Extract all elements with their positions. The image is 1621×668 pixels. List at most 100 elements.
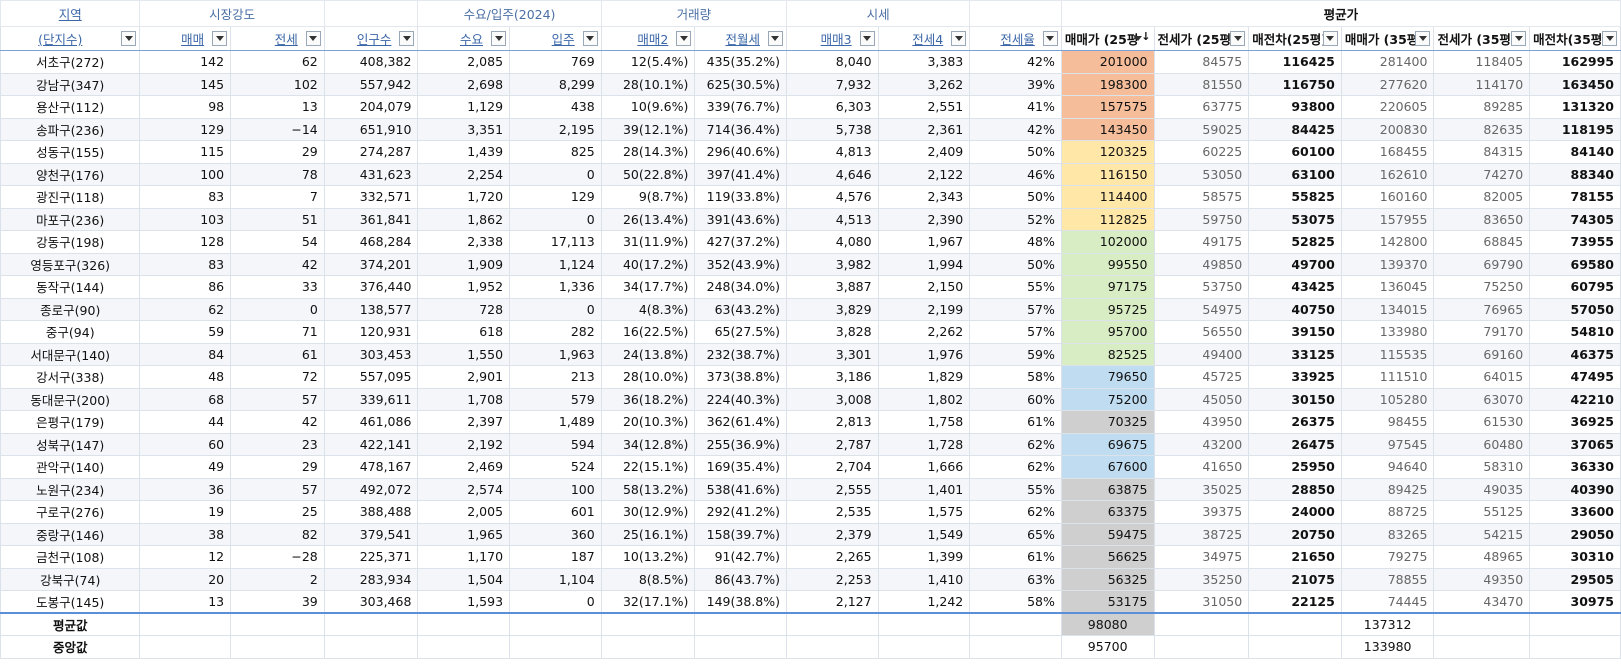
table-cell[interactable]: 2,469 — [417, 455, 511, 479]
table-cell[interactable]: 58310 — [1433, 455, 1531, 479]
column-header-3[interactable]: 인구수 — [323, 26, 419, 51]
table-cell[interactable]: 97175 — [1060, 275, 1155, 299]
table-cell[interactable]: 13 — [139, 590, 232, 614]
table-cell[interactable]: 114170 — [1433, 72, 1531, 96]
table-cell[interactable]: 78855 — [1340, 567, 1435, 591]
table-cell[interactable]: 187 — [509, 545, 602, 569]
table-cell[interactable]: 83265 — [1340, 522, 1435, 546]
table-cell[interactable]: 95700 — [1060, 320, 1155, 344]
district-name-cell[interactable]: 광진구(118) — [0, 185, 141, 209]
table-cell[interactable]: 21075 — [1248, 567, 1342, 591]
table-cell[interactable]: 2,265 — [785, 545, 879, 569]
table-cell[interactable]: 1,439 — [417, 140, 511, 164]
table-cell[interactable]: 30310 — [1529, 545, 1621, 569]
district-name-cell[interactable]: 중구(94) — [0, 320, 141, 344]
table-cell[interactable]: 89425 — [1340, 477, 1435, 501]
filter-dropdown-icon[interactable] — [121, 31, 137, 46]
district-name-cell[interactable]: 서대문구(140) — [0, 342, 141, 366]
table-cell[interactable]: 45050 — [1153, 387, 1250, 411]
table-cell[interactable]: 28850 — [1248, 477, 1342, 501]
district-name-cell[interactable]: 종로구(90) — [0, 297, 141, 321]
table-cell[interactable]: 391(43.6%) — [694, 207, 787, 231]
table-cell[interactable]: 33 — [230, 275, 325, 299]
table-cell[interactable]: 20(10.3%) — [600, 410, 696, 434]
table-cell[interactable]: 31(11.9%) — [600, 230, 696, 254]
table-cell[interactable]: 204,079 — [323, 95, 419, 119]
table-cell[interactable]: 6,303 — [785, 95, 879, 119]
table-cell[interactable]: 296(40.6%) — [694, 140, 787, 164]
table-cell[interactable]: 292(41.2%) — [694, 500, 787, 524]
table-cell[interactable]: 62% — [969, 455, 1062, 479]
table-cell[interactable]: 41650 — [1153, 455, 1250, 479]
table-cell[interactable]: 68845 — [1433, 230, 1531, 254]
table-cell[interactable]: 26375 — [1248, 410, 1342, 434]
table-cell[interactable]: 39375 — [1153, 500, 1250, 524]
table-cell[interactable]: 339,611 — [323, 387, 419, 411]
table-cell[interactable]: 75200 — [1060, 387, 1155, 411]
table-cell[interactable]: 29050 — [1529, 522, 1621, 546]
table-cell[interactable]: 2,551 — [877, 95, 971, 119]
table-cell[interactable]: 0 — [230, 297, 325, 321]
table-cell[interactable]: 37065 — [1529, 432, 1621, 456]
table-cell[interactable]: 129 — [509, 185, 602, 209]
district-name-cell[interactable]: 강북구(74) — [0, 567, 141, 591]
table-cell[interactable]: 1,862 — [417, 207, 511, 231]
table-cell[interactable]: 98455 — [1340, 410, 1435, 434]
table-cell[interactable]: 20 — [139, 567, 232, 591]
table-cell[interactable]: 2,195 — [509, 117, 602, 141]
district-name-cell[interactable]: 관악구(140) — [0, 455, 141, 479]
table-cell[interactable]: 39% — [969, 72, 1062, 96]
table-cell[interactable]: 49850 — [1153, 252, 1250, 276]
table-cell[interactable]: 32(17.1%) — [600, 590, 696, 614]
table-cell[interactable]: 3,186 — [785, 365, 879, 389]
table-cell[interactable]: 0 — [509, 162, 602, 186]
table-cell[interactable]: 38 — [139, 522, 232, 546]
filter-dropdown-icon[interactable] — [1511, 31, 1527, 46]
table-cell[interactable]: 283,934 — [323, 567, 419, 591]
table-cell[interactable]: 63(43.2%) — [694, 297, 787, 321]
column-header-11[interactable]: 매매가 (25평 ↓ — [1060, 26, 1155, 51]
table-cell[interactable]: 84425 — [1248, 117, 1342, 141]
table-cell[interactable]: 2,253 — [785, 567, 879, 591]
table-cell[interactable]: 36(18.2%) — [600, 387, 696, 411]
table-cell[interactable]: 67600 — [1060, 455, 1155, 479]
table-cell[interactable]: 825 — [509, 140, 602, 164]
table-cell[interactable]: 53750 — [1153, 275, 1250, 299]
table-cell[interactable]: 91(42.7%) — [694, 545, 787, 569]
filter-dropdown-icon[interactable] — [1322, 31, 1338, 46]
table-cell[interactable]: 1,963 — [509, 342, 602, 366]
table-cell[interactable]: 50% — [969, 185, 1062, 209]
table-cell[interactable]: 281400 — [1340, 50, 1435, 74]
table-cell[interactable]: 1,410 — [877, 567, 971, 591]
table-cell[interactable]: 83 — [139, 185, 232, 209]
table-cell[interactable]: 48% — [969, 230, 1062, 254]
district-name-cell[interactable]: 양천구(176) — [0, 162, 141, 186]
table-cell[interactable]: 71 — [230, 320, 325, 344]
table-cell[interactable]: 97545 — [1340, 432, 1435, 456]
table-cell[interactable]: 24000 — [1248, 500, 1342, 524]
column-header-5[interactable]: 입주 — [509, 26, 602, 51]
table-cell[interactable]: 98 — [139, 95, 232, 119]
table-cell[interactable]: 50% — [969, 252, 1062, 276]
table-cell[interactable]: 2,574 — [417, 477, 511, 501]
table-cell[interactable]: 618 — [417, 320, 511, 344]
table-cell[interactable]: 332,571 — [323, 185, 419, 209]
filter-dropdown-icon[interactable] — [305, 31, 321, 46]
table-cell[interactable]: 99550 — [1060, 252, 1155, 276]
column-header-14[interactable]: 매매가 (35평 — [1340, 26, 1435, 51]
table-cell[interactable]: 12(5.4%) — [600, 50, 696, 74]
district-name-cell[interactable]: 성동구(155) — [0, 140, 141, 164]
table-cell[interactable]: 112825 — [1060, 207, 1155, 231]
table-cell[interactable]: 36 — [139, 477, 232, 501]
table-cell[interactable]: 55% — [969, 477, 1062, 501]
table-cell[interactable]: 131320 — [1529, 95, 1621, 119]
district-name-cell[interactable]: 은평구(179) — [0, 410, 141, 434]
table-cell[interactable]: 352(43.9%) — [694, 252, 787, 276]
table-cell[interactable]: 7,932 — [785, 72, 879, 96]
table-cell[interactable]: 461,086 — [323, 410, 419, 434]
column-header-1[interactable]: 매매 — [139, 26, 232, 51]
table-cell[interactable]: 128 — [139, 230, 232, 254]
table-cell[interactable]: 2,409 — [877, 140, 971, 164]
table-cell[interactable]: 2,343 — [877, 185, 971, 209]
column-header-8[interactable]: 매매3 — [785, 26, 879, 51]
